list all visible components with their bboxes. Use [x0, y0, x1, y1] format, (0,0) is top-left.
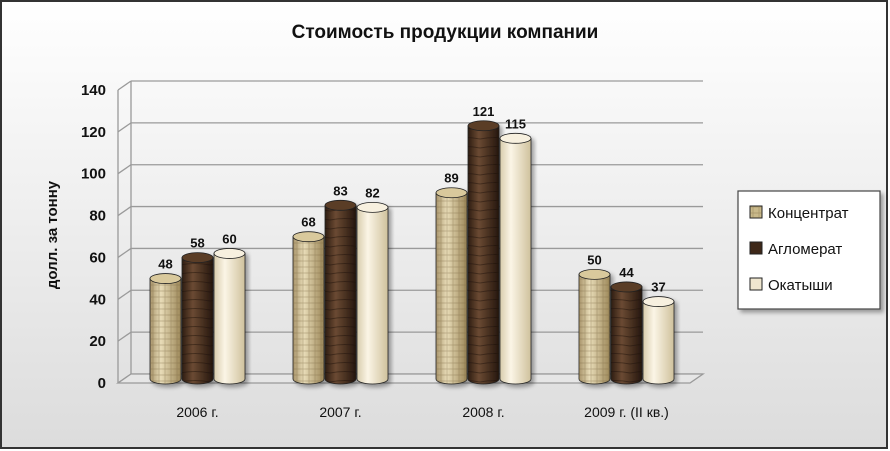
gridline-side: [117, 122, 132, 133]
data-label: 50: [587, 252, 601, 267]
bar-top: [499, 132, 532, 144]
bar: [610, 281, 643, 385]
data-label: 115: [505, 116, 526, 131]
bar: [467, 120, 500, 385]
gridline-side: [117, 331, 132, 342]
data-label: 89: [444, 171, 458, 186]
bar-texture: [579, 274, 610, 384]
bar-top: [467, 120, 500, 132]
data-label: 121: [473, 104, 495, 119]
bar: [642, 296, 675, 385]
y-tick-label: 120: [81, 124, 106, 141]
legend-swatch: [749, 277, 763, 291]
bar-top: [292, 231, 325, 243]
data-label: 58: [190, 236, 204, 251]
bar-texture: [325, 205, 356, 384]
y-tick-label: 100: [81, 166, 106, 183]
bar-top: [181, 252, 214, 264]
gridline-side: [117, 289, 132, 300]
data-label: 82: [365, 185, 379, 200]
legend-label: Концентрат: [768, 205, 849, 222]
bar-body: [499, 137, 532, 385]
bar-top: [149, 273, 182, 284]
data-label: 48: [158, 257, 172, 272]
bar-top: [435, 187, 468, 199]
data-label: 68: [301, 215, 315, 230]
y-tick-label: 40: [89, 291, 106, 308]
bar: [181, 252, 214, 385]
bar: [292, 231, 325, 385]
legend-label: Окатыши: [768, 277, 833, 294]
gridline-side: [117, 80, 132, 91]
bar-top: [578, 268, 611, 280]
bar: [435, 187, 468, 385]
bar-body: [642, 301, 675, 385]
bar: [149, 273, 182, 385]
y-tick-label: 0: [98, 375, 106, 392]
legend-label: Агломерат: [768, 241, 842, 258]
bar-top: [610, 281, 643, 293]
x-tick-label: 2009 г. (II кв.): [584, 404, 669, 420]
gridline-side: [117, 206, 132, 217]
data-label: 37: [651, 280, 665, 295]
bar: [356, 201, 389, 385]
y-tick-label: 80: [89, 208, 106, 225]
bar: [578, 268, 611, 385]
gridline-side: [117, 247, 132, 258]
legend: Концентрат Агломерат Окатыши: [737, 190, 881, 310]
legend-swatch-texture: [750, 206, 762, 218]
bar: [213, 248, 246, 385]
bar-top: [213, 248, 246, 259]
y-axis-label: долл. за тонну: [44, 180, 61, 289]
bar-top: [324, 199, 357, 211]
y-tick-label: 20: [89, 333, 106, 350]
data-label: 83: [333, 183, 347, 198]
data-label: 60: [222, 231, 236, 246]
bar-body: [356, 206, 389, 385]
bar-top: [356, 201, 389, 213]
x-tick-label: 2007 г.: [319, 404, 361, 420]
x-tick-label: 2006 г.: [176, 404, 218, 420]
bar-top: [642, 296, 675, 307]
bar-texture: [436, 192, 467, 384]
bar-texture: [150, 278, 181, 384]
bar-body: [213, 253, 246, 385]
y-tick-label: 140: [81, 82, 106, 99]
bar-texture: [468, 125, 499, 384]
legend-swatch: [749, 241, 763, 255]
floor: [115, 373, 706, 384]
bar-texture: [611, 286, 642, 384]
bar-texture: [293, 236, 324, 384]
plot-area: 0 20 40 60 80 100 120 140 48 58 60 2006 г. 68 83 82 200…: [81, 80, 706, 420]
x-tick-label: 2008 г.: [462, 404, 504, 420]
bar: [324, 199, 357, 385]
y-tick-label: 60: [89, 249, 106, 266]
chart-title: Стоимость продукции компании: [292, 22, 599, 43]
data-label: 44: [619, 265, 634, 280]
gridline-side: [117, 164, 132, 175]
bar: [499, 132, 532, 385]
bar-texture: [182, 257, 213, 384]
